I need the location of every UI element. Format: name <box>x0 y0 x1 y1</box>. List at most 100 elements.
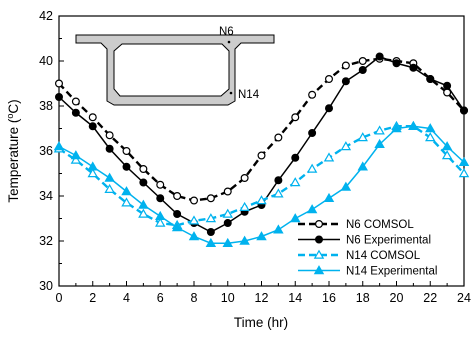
data-point <box>104 183 115 193</box>
x-tick-label: 2 <box>89 291 96 305</box>
data-point <box>291 113 300 122</box>
data-point <box>274 133 283 142</box>
data-point <box>139 165 148 174</box>
data-point <box>290 177 301 187</box>
node-n14-label: N14 <box>238 89 260 101</box>
y-tick-label: 40 <box>39 54 53 68</box>
data-point <box>374 138 385 148</box>
data-point <box>105 144 114 153</box>
data-point <box>173 210 182 219</box>
data-point <box>426 74 435 83</box>
data-point <box>441 141 453 151</box>
series-layer <box>53 52 470 247</box>
legend-label: N6 Experimental <box>346 235 431 247</box>
data-point <box>257 151 266 160</box>
y-axis-title-sup: o <box>5 114 15 119</box>
data-point <box>190 196 199 205</box>
legend-marker <box>313 265 325 275</box>
data-point <box>306 163 318 173</box>
data-point <box>443 81 452 90</box>
girder-section-void <box>113 43 230 97</box>
legend-item: N14 COMSOL <box>298 249 421 262</box>
x-tick-label: 0 <box>56 291 63 305</box>
legend-label: N14 COMSOL <box>346 250 421 262</box>
series-2 <box>53 120 470 229</box>
data-point <box>392 59 401 68</box>
data-point <box>104 172 115 182</box>
data-point <box>138 199 149 209</box>
x-tick-label: 20 <box>390 291 404 305</box>
data-point <box>256 231 267 241</box>
node-n6-label: N6 <box>219 26 234 38</box>
data-point <box>121 186 132 196</box>
legend-item: N14 Experimental <box>298 265 437 278</box>
y-axis-title-main: Temperature ( <box>6 118 21 203</box>
legend-marker <box>315 220 324 229</box>
data-point <box>239 235 250 245</box>
girder-section-inset: N6 N14 <box>75 26 275 106</box>
y-axis-ticks: 30 32 34 36 38 40 42 <box>39 9 64 293</box>
data-point <box>121 197 132 207</box>
data-point <box>239 201 250 211</box>
data-point <box>71 97 80 106</box>
data-point <box>308 90 317 99</box>
data-point <box>458 168 470 178</box>
data-point <box>425 123 436 133</box>
data-point <box>256 195 267 205</box>
data-point <box>323 192 335 202</box>
y-tick-label: 30 <box>39 279 53 293</box>
data-point <box>357 161 368 171</box>
data-point <box>70 154 82 164</box>
y-tick-label: 38 <box>39 99 53 113</box>
x-tick-label: 24 <box>457 291 471 305</box>
y-axis-title-unit: C) <box>6 99 21 113</box>
data-point <box>340 181 352 191</box>
data-point <box>188 231 200 241</box>
legend-item: N6 COMSOL <box>298 219 414 231</box>
data-point <box>53 141 65 151</box>
data-point <box>391 123 402 133</box>
data-point <box>87 161 98 171</box>
data-point <box>325 104 334 113</box>
series-3 <box>53 120 470 247</box>
data-point <box>122 162 131 171</box>
data-point <box>306 204 318 214</box>
data-point <box>325 74 334 83</box>
data-point <box>88 113 97 122</box>
legend: N6 COMSOL N6 Experimental N14 COMSOL N14 Ex… <box>298 219 437 278</box>
data-point <box>341 77 350 86</box>
y-axis-title: Temperature (oC) <box>5 99 21 202</box>
y-tick-label: 42 <box>39 9 53 23</box>
data-point <box>273 188 284 198</box>
data-point <box>358 65 367 74</box>
data-point <box>122 147 131 156</box>
data-point <box>105 131 114 140</box>
series-line <box>58 125 465 227</box>
data-point <box>205 237 217 247</box>
y-tick-label: 34 <box>39 189 53 203</box>
data-point <box>357 132 368 142</box>
data-point <box>340 141 352 151</box>
data-point <box>308 129 317 138</box>
x-axis-ticks: 0 2 4 6 8 10 12 14 16 18 20 22 24 <box>56 281 471 305</box>
data-point <box>358 56 367 65</box>
data-point <box>156 194 165 203</box>
series-1 <box>54 52 469 237</box>
data-point <box>290 213 301 223</box>
data-point <box>273 224 284 234</box>
data-point <box>70 150 82 160</box>
data-point <box>138 208 149 218</box>
data-point <box>223 187 232 196</box>
node-n14-marker <box>229 91 233 95</box>
data-point <box>156 180 165 189</box>
y-tick-label: 36 <box>39 144 53 158</box>
data-point <box>441 150 453 160</box>
data-point <box>240 174 249 183</box>
data-point <box>155 217 166 227</box>
data-point <box>54 92 63 101</box>
data-point <box>205 213 217 223</box>
data-point <box>155 210 166 220</box>
x-tick-label: 18 <box>356 291 370 305</box>
data-point <box>206 228 215 237</box>
